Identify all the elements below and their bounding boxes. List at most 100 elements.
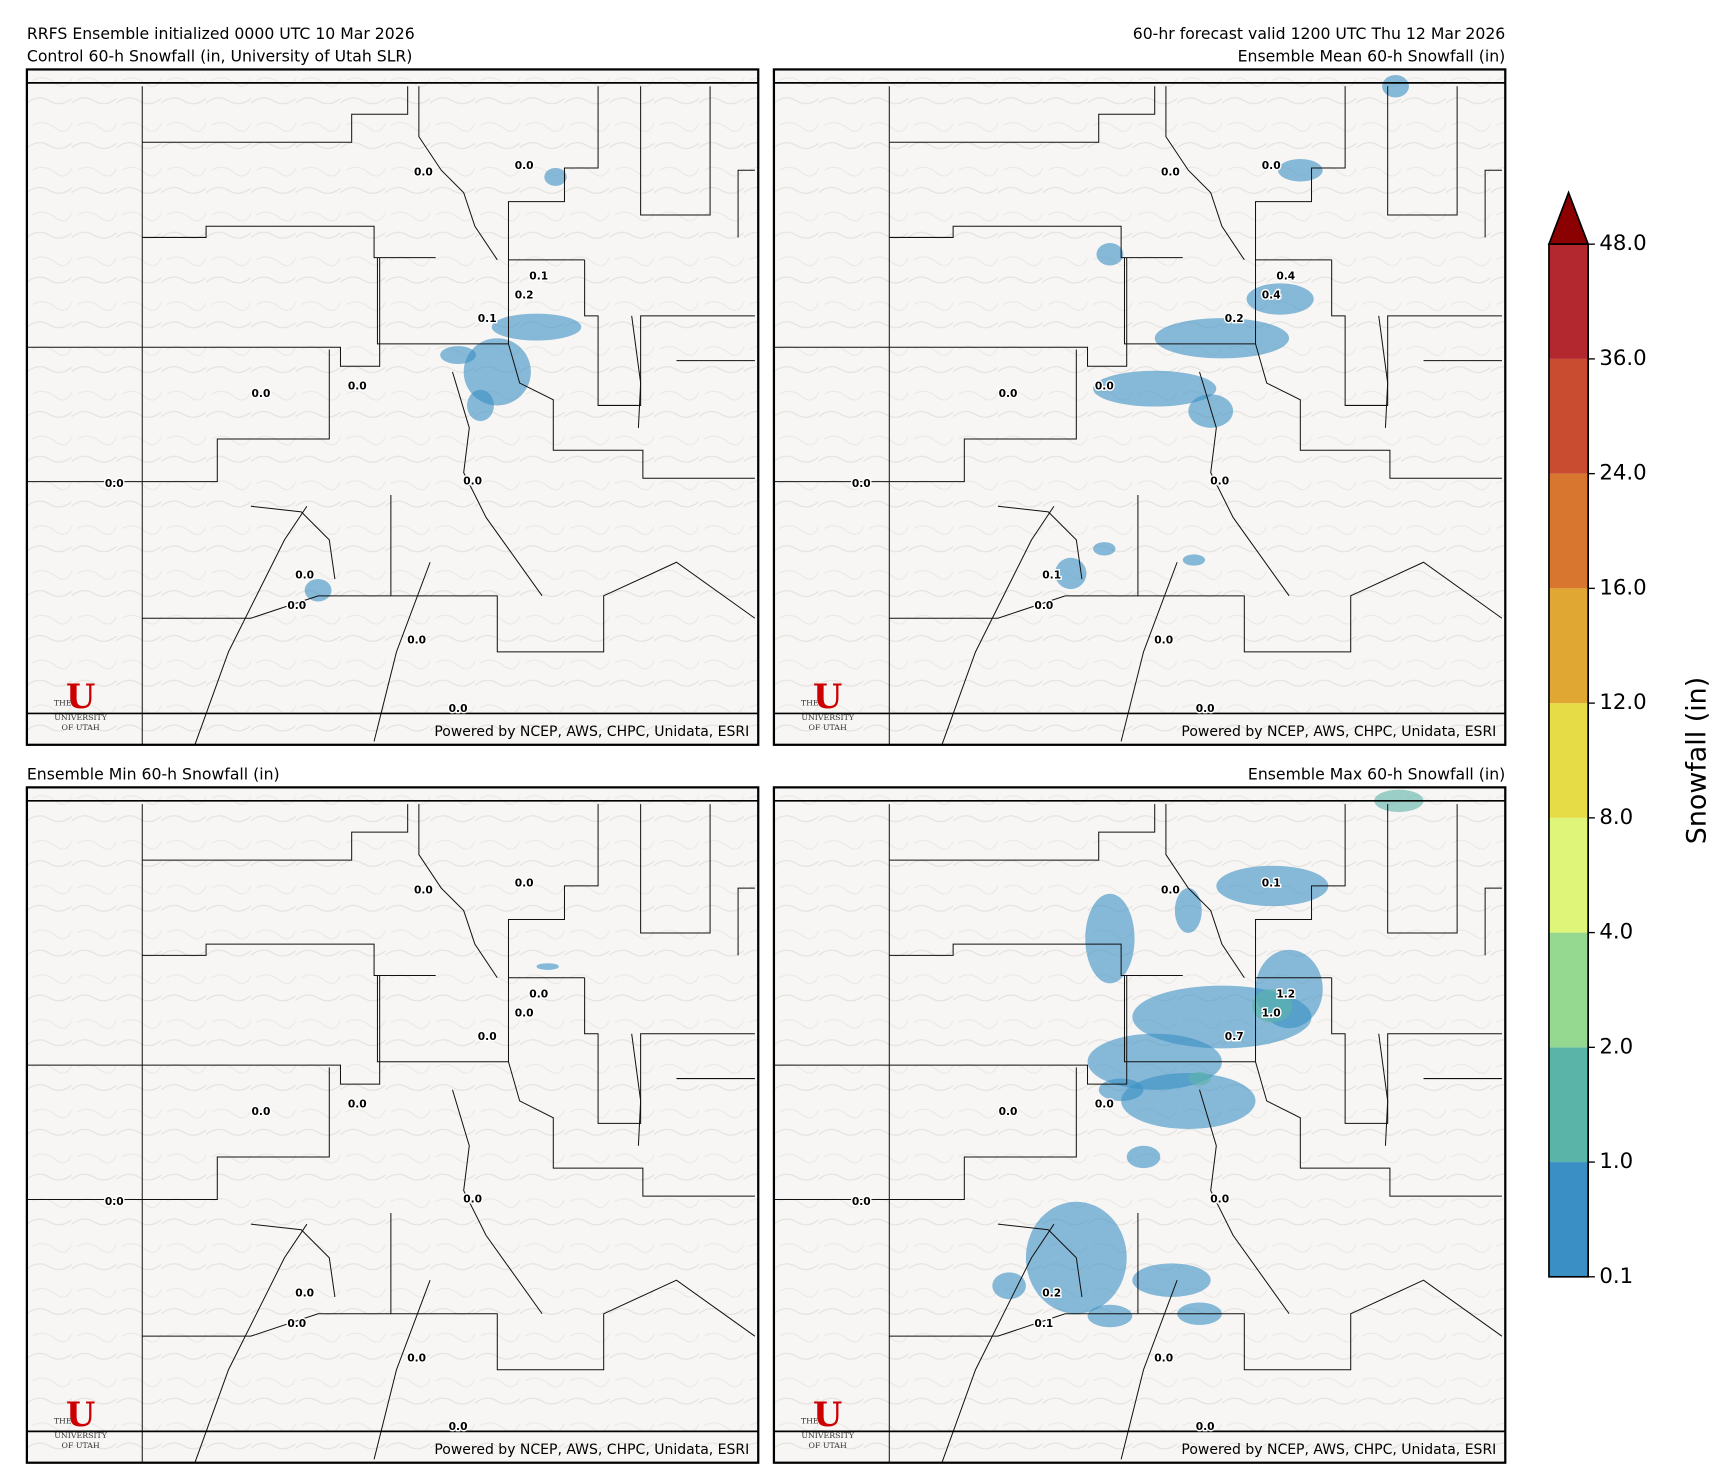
point-value: 0.0 [1196,1420,1215,1433]
point-value: 0.0 [252,1105,271,1118]
point-value: 0.0 [515,159,534,172]
boundary [1378,315,1389,428]
snow-area [1182,554,1206,566]
point-value: 0.0 [407,634,426,647]
boundary [889,1313,1138,1337]
boundary [889,943,1183,977]
snow-area [1252,988,1293,1023]
boundary [451,371,543,597]
map-panel: Ensemble Mean 60-h Snowfall (in) 0.0 0.0 0.… [772,47,1507,746]
boundary [1255,343,1502,479]
logo-mark: U [66,676,95,716]
colorbar-tick-label: 36.0 [1599,346,1646,371]
snow-area [1277,159,1323,182]
boundary [640,86,711,216]
boundary [507,343,755,479]
panel-frame [772,68,1507,746]
snow-area [1121,1072,1256,1129]
terrain [26,787,759,1463]
boundary [1331,259,1502,406]
map-panel: Ensemble Min 60-h Snowfall (in) 0.0 0.0 0.0… [25,765,760,1464]
boundary [373,1279,431,1460]
terrain [26,69,759,745]
boundary [1165,804,1245,979]
colorbar-label: Snowfall (in) [1681,677,1712,844]
point-value: 0.0 [999,387,1018,400]
logo-mark: U [66,1394,95,1434]
logo-line: OF UTAH [809,723,847,732]
snow-area [1055,557,1087,590]
point-value: 0.0 [287,1317,306,1330]
point-value: 1.2 [1276,988,1295,1001]
snow-area [1382,75,1409,98]
boundary [1484,887,1502,956]
point-value: 0.0 [1095,1097,1114,1110]
point-value: 0.1 [478,312,497,325]
point-value: 0.2 [1225,312,1244,325]
credit: Powered by NCEP, AWS, CHPC, Unidata, ESR… [434,724,749,740]
panel-frame [25,68,760,746]
boundary [373,562,431,742]
colorbar-tick-label: 0.1 [1599,1264,1633,1289]
point-value: 0.0 [1210,475,1229,488]
colorbar-bin [1548,703,1589,818]
boundary [941,1223,1055,1463]
point-value: 0.0 [515,877,534,890]
point-value: 0.0 [1095,379,1114,392]
boundary [1387,86,1458,216]
map-panel: Control 60-h Snowfall (in, University of… [25,47,760,746]
point-value: 0.0 [463,475,482,488]
colorbar-tick-label: 1.0 [1599,1149,1633,1174]
snow-area [1132,1263,1211,1297]
boundary [26,1067,330,1201]
snow-area [1096,243,1124,266]
map-panel: Ensemble Max 60-h Snowfall (in) 0.0 0.1 1.2… [772,765,1507,1464]
boundary [142,86,409,143]
logo-line: THE [54,1417,72,1426]
boundary [142,595,391,619]
boundary [390,495,756,653]
snow-area [1126,1145,1161,1169]
boundary [1331,977,1502,1124]
snow-area [1174,888,1202,933]
point-value: 1.0 [1262,1007,1281,1020]
snow-area [1216,865,1329,907]
header-init: RRFS Ensemble initialized 0000 UTC 10 Ma… [27,24,415,43]
point-value: 0.0 [449,702,468,715]
colorbar-bin [1548,588,1589,704]
snow-area [1085,893,1135,984]
panel-frame [772,786,1507,1464]
point-value: 0.0 [1154,1352,1173,1365]
boundary [418,804,498,979]
colorbar-tick-label: 12.0 [1599,690,1646,715]
boundary [584,259,755,406]
point-value: 0.0 [999,1105,1018,1118]
colorbar-tick-label: 4.0 [1599,920,1633,945]
boundary [1165,86,1245,261]
colorbar-bin [1548,932,1589,1048]
map-content [26,86,756,745]
point-value: 0.1 [1262,877,1281,890]
boundary [737,169,755,238]
snow-area [1188,394,1234,428]
logo-line: OF UTAH [62,723,100,732]
boundary [773,975,1128,1085]
point-value: 0.2 [1042,1287,1061,1300]
point-value: 0.7 [1225,1030,1244,1043]
map-content [26,804,756,1463]
credit: Powered by NCEP, AWS, CHPC, Unidata, ESR… [1181,724,1496,740]
point-value: 0.0 [1210,1193,1229,1206]
logo-line: UNIVERSITY [54,713,107,722]
colorbar-frame [1548,243,1590,1278]
point-value: 0.0 [105,477,124,490]
boundary [1137,495,1503,653]
snow-area [992,1272,1026,1300]
boundary [194,1223,308,1463]
boundary [737,887,755,956]
colorbar-tick-label: 16.0 [1599,575,1646,600]
boundary [584,977,755,1124]
boundary [773,257,1128,367]
boundary [1120,562,1178,742]
terrain [773,69,1506,745]
